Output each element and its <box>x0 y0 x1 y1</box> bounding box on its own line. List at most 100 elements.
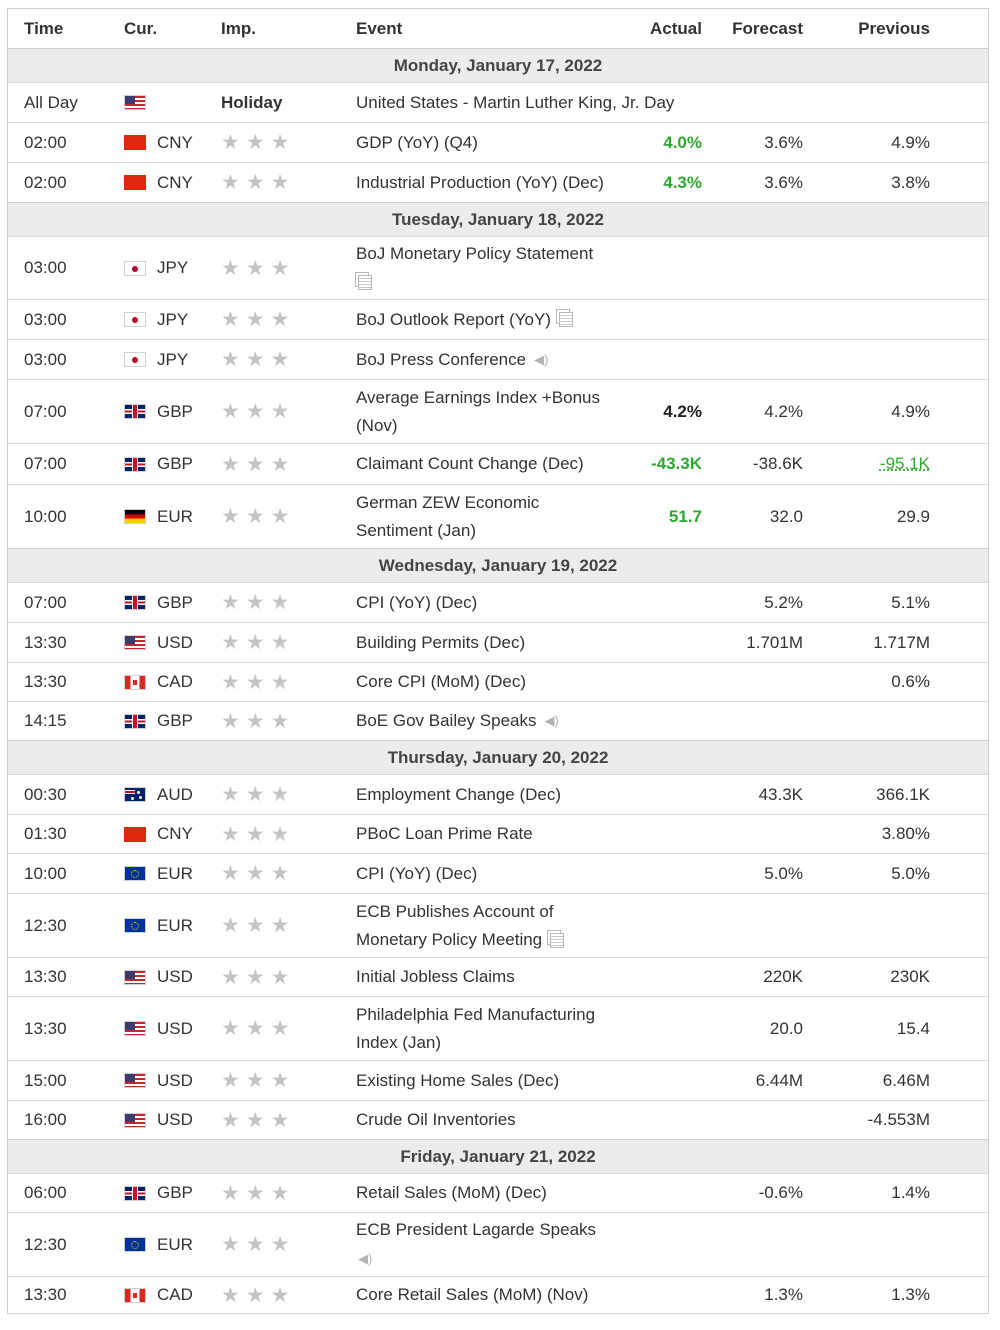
event-name[interactable]: United States - Martin Luther King, Jr. … <box>356 92 675 112</box>
table-row[interactable]: 13:30 USD ★★★ Building Permits (Dec) 1.7… <box>8 622 988 662</box>
forecast-value: 1.3% <box>764 1285 803 1304</box>
currency-cell: JPY <box>124 340 188 379</box>
speaker-icon[interactable]: ◀) <box>358 1250 373 1266</box>
table-row[interactable]: 00:30 AUD ★★★ Employment Change (Dec) 43… <box>8 774 988 814</box>
table-row[interactable]: 07:00 GBP ★★★ Average Earnings Index +Bo… <box>8 379 988 443</box>
table-row[interactable]: 02:00 CNY ★★★ Industrial Production (YoY… <box>8 162 988 202</box>
event-name-cell[interactable]: BoJ Monetary Policy Statement <box>356 237 626 299</box>
currency-code: EUR <box>157 506 193 526</box>
table-row[interactable]: 13:30 CAD ★★★ Core CPI (MoM) (Dec) 0.6% <box>8 662 988 701</box>
table-row[interactable]: 02:00 CNY ★★★ GDP (YoY) (Q4) 4.0% 3.6% 4… <box>8 122 988 162</box>
speaker-icon[interactable]: ◀) <box>544 713 559 728</box>
australia-flag-icon <box>124 787 146 802</box>
currency-code: GBP <box>157 454 193 473</box>
event-name-cell[interactable]: BoJ Press Conference ◀) <box>356 340 548 379</box>
document-icon[interactable] <box>550 932 565 948</box>
previous-value: 6.46M <box>882 1070 930 1090</box>
event-name[interactable]: BoE Gov Bailey Speaks <box>356 711 537 730</box>
table-row[interactable]: 15:00 USD ★★★ Existing Home Sales (Dec) … <box>8 1060 988 1100</box>
currency-cell: GBP <box>124 1174 193 1212</box>
currency-cell: EUR <box>124 485 193 548</box>
currency-code: AUD <box>157 784 193 804</box>
event-name[interactable]: Building Permits (Dec) <box>356 632 526 652</box>
event-name[interactable]: PBoC Loan Prime Rate <box>356 824 533 843</box>
event-name[interactable]: ECB President Lagarde Speaks <box>356 1220 597 1240</box>
table-row[interactable]: 12:30 EUR ★★★ ECB Publishes Account of M… <box>8 893 988 957</box>
previous-value: 3.80% <box>881 824 930 843</box>
table-row[interactable]: 13:30 USD ★★★ Philadelphia Fed Manufactu… <box>8 996 988 1060</box>
table-row[interactable]: 03:00 JPY ★★★ BoJ Outlook Report (YoY) <box>8 299 988 339</box>
header-time[interactable]: Time <box>24 18 64 38</box>
event-name[interactable]: CPI (YoY) (Dec) <box>356 592 478 612</box>
currency-code: JPY <box>157 309 189 329</box>
event-name[interactable]: Crude Oil Inventories <box>356 1110 516 1129</box>
event-name[interactable]: Industrial Production (YoY) (Dec) <box>356 172 604 192</box>
importance-stars-icon: ★★★ <box>221 1017 296 1040</box>
event-time: 10:00 <box>24 863 67 883</box>
header-actual[interactable]: Actual <box>650 18 702 38</box>
event-name[interactable]: BoJ Outlook Report (YoY) <box>356 309 551 329</box>
header-event[interactable]: Event <box>356 18 403 38</box>
event-name[interactable]: GDP (YoY) (Q4) <box>356 132 478 152</box>
event-time: 15:00 <box>24 1070 67 1090</box>
event-name[interactable]: Initial Jobless Claims <box>356 967 515 986</box>
event-name-cell[interactable]: ECB Publishes Account of Monetary Policy… <box>356 894 606 957</box>
event-name[interactable]: Employment Change (Dec) <box>356 784 562 804</box>
event-name-cell[interactable]: BoJ Outlook Report (YoY) <box>356 300 573 339</box>
table-row[interactable]: 12:30 EUR ★★★ ECB President Lagarde Spea… <box>8 1212 988 1276</box>
currency-cell: USD <box>124 623 193 662</box>
table-row[interactable]: 10:00 EUR ★★★ German ZEW Economic Sentim… <box>8 484 988 548</box>
table-row[interactable]: 13:30 CAD ★★★ Core Retail Sales (MoM) (N… <box>8 1276 988 1313</box>
currency-cell: USD <box>124 1061 193 1100</box>
event-name[interactable]: Existing Home Sales (Dec) <box>356 1070 560 1090</box>
table-row[interactable]: 06:00 GBP ★★★ Retail Sales (MoM) (Dec) -… <box>8 1173 988 1212</box>
currency-cell: EUR <box>124 894 193 957</box>
currency-code: USD <box>157 1018 193 1038</box>
table-row[interactable]: 01:30 CNY ★★★ PBoC Loan Prime Rate 3.80% <box>8 814 988 853</box>
event-name-cell[interactable]: BoE Gov Bailey Speaks ◀) <box>356 702 559 740</box>
speaker-icon[interactable]: ◀) <box>534 351 549 367</box>
table-row[interactable]: All Day Holiday United States - Martin L… <box>8 82 988 122</box>
previous-value: 15.4 <box>896 1018 930 1038</box>
event-time: 03:00 <box>24 349 67 369</box>
event-name[interactable]: Philadelphia Fed Manufacturing Index (Ja… <box>356 1004 596 1052</box>
previous-value: 5.0% <box>891 863 930 883</box>
event-name[interactable]: Core CPI (MoM) (Dec) <box>356 672 527 691</box>
table-row[interactable]: 07:00 GBP ★★★ CPI (YoY) (Dec) 5.2% 5.1% <box>8 582 988 622</box>
china-flag-icon <box>124 135 146 150</box>
table-row[interactable]: 07:00 GBP ★★★ Claimant Count Change (Dec… <box>8 443 988 484</box>
header-forecast[interactable]: Forecast <box>732 18 803 38</box>
forecast-value: 220K <box>763 967 803 986</box>
table-row[interactable]: 03:00 JPY ★★★ BoJ Press Conference ◀) <box>8 339 988 379</box>
event-name[interactable]: BoJ Monetary Policy Statement <box>356 244 594 263</box>
event-name[interactable]: BoJ Press Conference <box>356 349 527 369</box>
previous-value: 4.9% <box>891 401 930 421</box>
table-row[interactable]: 03:00 JPY ★★★ BoJ Monetary Policy Statem… <box>8 236 988 299</box>
importance-stars-icon: ★★★ <box>221 783 296 806</box>
china-flag-icon <box>124 826 146 842</box>
event-name[interactable]: ECB Publishes Account of Monetary Policy… <box>356 901 554 949</box>
table-row[interactable]: 10:00 EUR ★★★ CPI (YoY) (Dec) 5.0% 5.0% <box>8 853 988 893</box>
event-name[interactable]: Claimant Count Change (Dec) <box>356 454 584 473</box>
table-row[interactable]: 16:00 USD ★★★ Crude Oil Inventories -4.5… <box>8 1100 988 1139</box>
header-previous[interactable]: Previous <box>858 18 930 38</box>
day-header: Wednesday, January 19, 2022 <box>8 548 988 582</box>
document-icon[interactable] <box>358 275 372 291</box>
event-name[interactable]: Core Retail Sales (MoM) (Nov) <box>356 1285 589 1304</box>
currency-code: EUR <box>157 915 193 935</box>
event-name[interactable]: German ZEW Economic Sentiment (Jan) <box>356 492 540 540</box>
event-name[interactable]: Average Earnings Index +Bonus (Nov) <box>356 387 600 435</box>
event-name[interactable]: CPI (YoY) (Dec) <box>356 863 478 883</box>
event-name-cell[interactable]: ECB President Lagarde Speaks ◀) <box>356 1213 626 1276</box>
document-icon[interactable] <box>558 312 573 327</box>
table-row[interactable]: 13:30 USD ★★★ Initial Jobless Claims 220… <box>8 957 988 996</box>
header-importance[interactable]: Imp. <box>221 18 256 38</box>
previous-value-revised[interactable]: -95.1K <box>879 454 930 473</box>
china-flag-icon <box>124 175 146 190</box>
previous-value: 1.4% <box>891 1183 930 1202</box>
event-name[interactable]: Retail Sales (MoM) (Dec) <box>356 1183 547 1202</box>
header-currency[interactable]: Cur. <box>124 18 158 38</box>
event-time: 07:00 <box>24 401 67 421</box>
currency-cell: AUD <box>124 775 193 814</box>
table-row[interactable]: 14:15 GBP ★★★ BoE Gov Bailey Speaks ◀) <box>8 701 988 740</box>
